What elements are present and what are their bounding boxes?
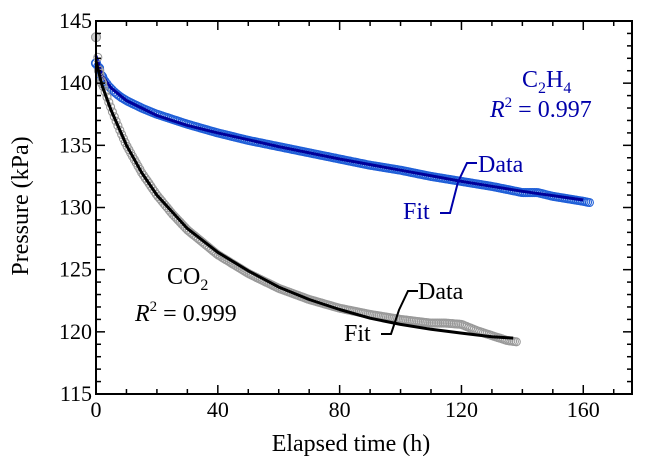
c2h4-r2-exp: 2 [505, 95, 513, 111]
series-c2h4 [90, 55, 594, 208]
co2-r2-letter: R [134, 301, 150, 327]
co2-formula: CO2 [167, 264, 208, 294]
data-point [117, 129, 127, 139]
data-point [511, 337, 521, 347]
fit-line [94, 60, 514, 340]
y-tick-label: 145 [59, 8, 92, 33]
y-tick-label: 120 [59, 319, 92, 344]
c2h4-leader-line [440, 162, 477, 214]
c2h4-r2: R2 = 0.997 [489, 95, 592, 123]
y-tick-label: 140 [59, 70, 92, 95]
x-tick-label: 0 [91, 397, 102, 422]
x-tick-label: 40 [207, 397, 229, 422]
y-axis-label: Pressure (kPa) [8, 136, 34, 275]
co2-r2-exp: 2 [150, 299, 158, 315]
series-layer [90, 32, 594, 347]
c2h4-r2-letter: R [489, 97, 505, 123]
y-tick-label: 135 [59, 132, 92, 157]
c2h4-r2-value: = 0.997 [512, 97, 592, 123]
data-point [118, 133, 128, 144]
co2-data-label: Data [418, 279, 464, 305]
labels-layer: 0 40 80 120 160 115 120 125 130 135 140 145 [59, 8, 600, 422]
co2-r2: R2 = 0.999 [134, 299, 237, 327]
series-co2 [90, 32, 521, 347]
co2-formula-co: CO [167, 264, 200, 290]
x-tick-label: 120 [445, 397, 478, 422]
y-tick-label: 130 [59, 195, 92, 220]
data-point [584, 197, 594, 208]
ticks-layer [95, 20, 632, 395]
x-tick-label: 80 [329, 397, 351, 422]
y-tick-label: 115 [60, 381, 92, 406]
c2h4-formula: C2H4 [522, 67, 571, 97]
co2-fit-label: Fit [344, 321, 371, 347]
c2h4-formula-sub1: 2 [538, 80, 546, 97]
x-axis-label: Elapsed time (h) [272, 431, 431, 456]
c2h4-formula-c: C [522, 67, 538, 93]
co2-formula-sub1: 2 [200, 277, 208, 294]
x-tick-label: 160 [567, 397, 600, 422]
data-point [93, 52, 103, 62]
co2-leader-line [381, 290, 418, 335]
co2-r2-value: = 0.999 [157, 301, 237, 327]
data-point [113, 121, 123, 131]
c2h4-fit-label: Fit [403, 199, 430, 225]
c2h4-formula-h: H [546, 67, 563, 93]
y-tick-label: 125 [59, 257, 92, 282]
c2h4-formula-sub2: 4 [563, 80, 571, 97]
fit-line [94, 55, 584, 202]
c2h4-data-label: Data [478, 152, 524, 178]
data-point [115, 125, 125, 135]
